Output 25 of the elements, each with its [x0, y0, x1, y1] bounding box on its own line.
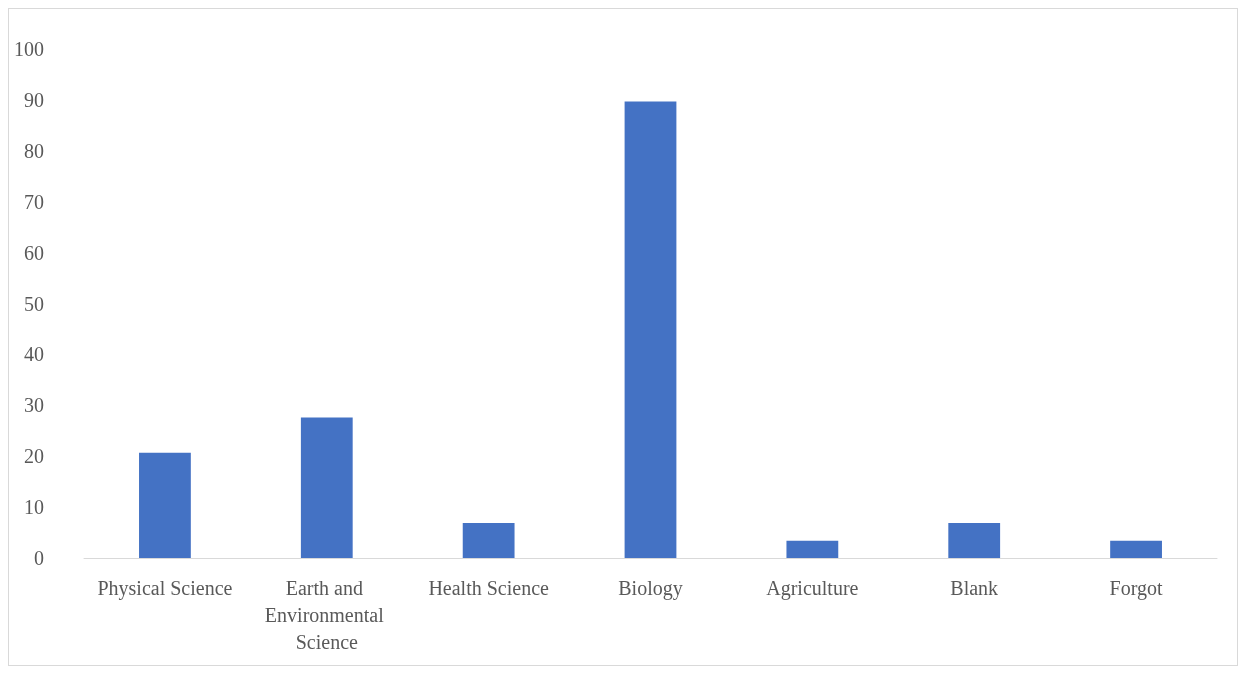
- y-tick-label: 0: [34, 547, 44, 569]
- bar: [948, 522, 1001, 558]
- y-tick-label: 10: [24, 496, 44, 519]
- y-tick-label: 40: [24, 343, 44, 366]
- y-tick-label: 60: [24, 241, 44, 264]
- y-tick-label: 100: [14, 38, 44, 60]
- bar: [786, 540, 839, 558]
- x-tick-label: Physical Science: [97, 576, 233, 600]
- bar: [139, 452, 191, 558]
- x-tick-label: Health Science: [428, 576, 550, 599]
- x-tick-label: Forgot: [1109, 576, 1163, 600]
- bar: [624, 101, 677, 558]
- y-tick-label: 80: [24, 139, 44, 162]
- y-tick-label: 50: [24, 292, 44, 315]
- bar: [300, 417, 353, 558]
- bar: [462, 522, 515, 558]
- x-tick-label: Agriculture: [766, 576, 859, 600]
- x-tick-label: Biology: [618, 576, 683, 600]
- bar: [1110, 540, 1162, 558]
- x-tick-label: Blank: [950, 576, 999, 599]
- y-tick-label: 70: [24, 190, 44, 213]
- y-tick-label: 90: [24, 88, 44, 111]
- y-tick-label: 30: [24, 394, 44, 417]
- x-tick-label: Earth and Environmental Science: [264, 576, 389, 653]
- y-tick-label: 20: [24, 445, 44, 468]
